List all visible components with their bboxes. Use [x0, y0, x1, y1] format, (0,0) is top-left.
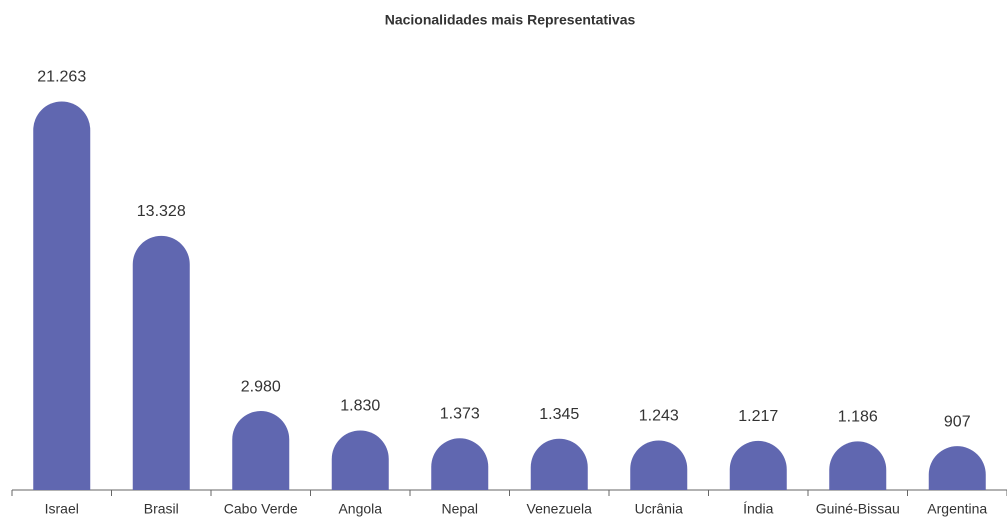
- data-label: 2.980: [241, 378, 281, 395]
- bar: [530, 438, 588, 490]
- data-label: 21.263: [37, 69, 86, 86]
- bar: [630, 440, 688, 490]
- bar: [331, 430, 389, 490]
- x-tick-label: Brasil: [144, 501, 179, 517]
- bar: [132, 235, 190, 490]
- bar: [232, 411, 290, 490]
- x-tick-label: Cabo Verde: [224, 501, 298, 517]
- bar: [829, 441, 887, 490]
- x-tick-label: Argentina: [927, 501, 987, 517]
- data-label: 1.830: [340, 398, 380, 415]
- x-tick-label: Índia: [743, 501, 774, 517]
- data-label: 1.243: [639, 408, 679, 425]
- bar: [431, 438, 489, 490]
- data-label: 1.217: [738, 408, 778, 425]
- x-tick-label: Angola: [338, 501, 382, 517]
- x-tick-label: Guiné-Bissau: [816, 501, 900, 517]
- chart-title: Nacionalidades mais Representativas: [385, 12, 636, 28]
- x-tick-label: Venezuela: [527, 501, 593, 517]
- data-label: 1.345: [539, 406, 579, 423]
- x-tick-label: Israel: [45, 501, 79, 517]
- bar: [928, 446, 986, 490]
- x-tick-label: Nepal: [441, 501, 478, 517]
- x-tick-label: Ucrânia: [635, 501, 683, 517]
- data-label: 13.328: [137, 203, 186, 220]
- data-label: 1.186: [838, 409, 878, 426]
- bar: [33, 101, 91, 491]
- bar: [729, 440, 787, 490]
- data-label: 907: [944, 413, 971, 430]
- data-label: 1.373: [440, 405, 480, 422]
